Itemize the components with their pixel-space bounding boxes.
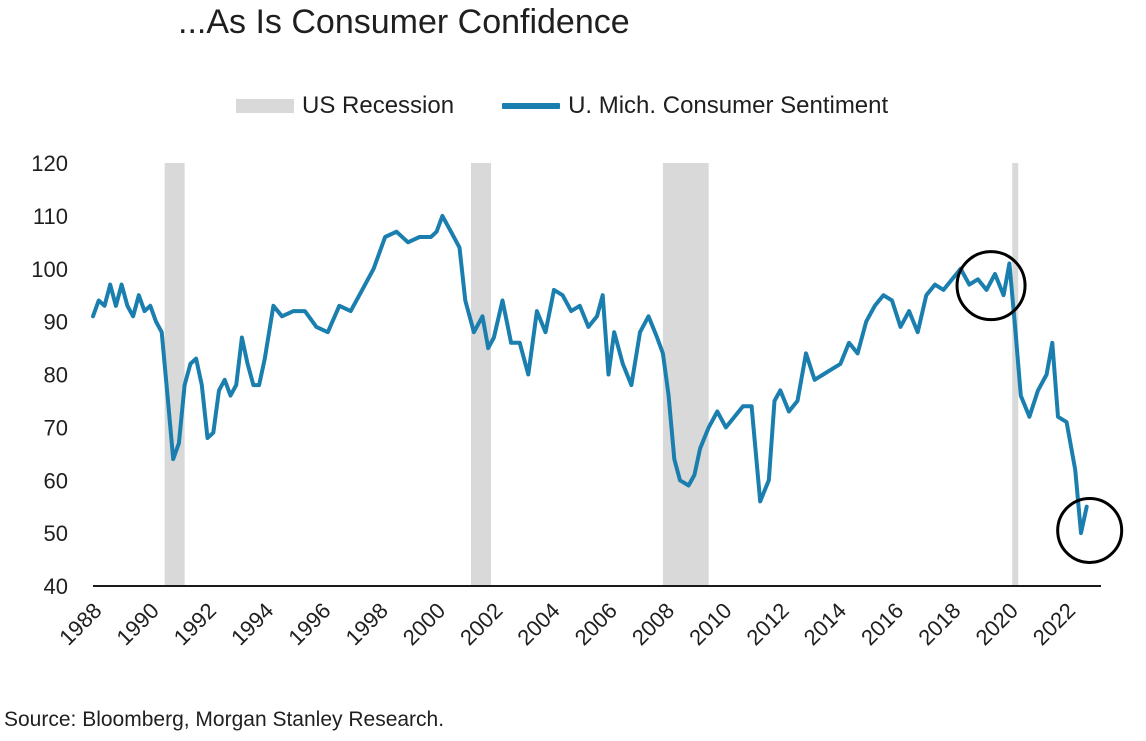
x-tick-label-2002: 2002: [455, 598, 507, 650]
x-tick-label-1998: 1998: [341, 598, 393, 650]
source-note: Source: Bloomberg, Morgan Stanley Resear…: [4, 708, 445, 731]
y-tick-label-70: 70: [44, 415, 68, 440]
x-tick-label-1988: 1988: [54, 598, 106, 650]
highlight-circle-2019: [955, 250, 1027, 322]
recession-band-0: [164, 163, 185, 586]
x-tick-label-2008: 2008: [627, 598, 679, 650]
x-tick-label-2006: 2006: [570, 598, 622, 650]
recession-band-1: [471, 163, 492, 586]
y-tick-label-40: 40: [44, 574, 68, 599]
y-tick-label-80: 80: [44, 363, 68, 388]
x-tick-label-2014: 2014: [799, 598, 851, 650]
x-tick-label-1992: 1992: [169, 598, 221, 650]
x-tick-label-1996: 1996: [283, 598, 335, 650]
x-tick-label-2010: 2010: [684, 598, 736, 650]
legend-label-sentiment: U. Mich. Consumer Sentiment: [568, 92, 889, 119]
chart-legend: US Recession U. Mich. Consumer Sentiment: [236, 92, 888, 120]
x-tick-label-2000: 2000: [398, 598, 450, 650]
x-tick-label-2004: 2004: [512, 598, 564, 650]
chart-title: ...As Is Consumer Confidence: [178, 3, 630, 41]
y-tick-label-60: 60: [44, 468, 68, 493]
recession-band-3: [1012, 163, 1019, 586]
y-tick-label-100: 100: [31, 257, 68, 282]
x-tick-label-2022: 2022: [1028, 598, 1080, 650]
x-tick-label-2016: 2016: [856, 598, 908, 650]
legend-label-recession: US Recession: [302, 92, 455, 119]
y-tick-label-110: 110: [33, 204, 68, 229]
x-tick-label-2018: 2018: [913, 598, 965, 650]
recession-band-2: [662, 163, 709, 586]
legend-swatch-recession: [236, 99, 294, 113]
y-tick-label-90: 90: [44, 310, 68, 335]
y-tick-label-50: 50: [44, 521, 68, 546]
x-tick-label-1990: 1990: [112, 598, 164, 650]
legend-item-recession: US Recession: [236, 92, 454, 120]
x-tick-label-1994: 1994: [226, 598, 278, 650]
legend-item-sentiment: U. Mich. Consumer Sentiment: [502, 92, 888, 120]
legend-swatch-sentiment: [502, 103, 561, 109]
series-line-0: [91, 213, 1089, 536]
y-tick-label-120: 120: [31, 151, 68, 176]
x-tick-label-2012: 2012: [742, 598, 794, 650]
highlight-circle-2022: [1056, 496, 1124, 564]
x-tick-label-2020: 2020: [971, 598, 1023, 650]
